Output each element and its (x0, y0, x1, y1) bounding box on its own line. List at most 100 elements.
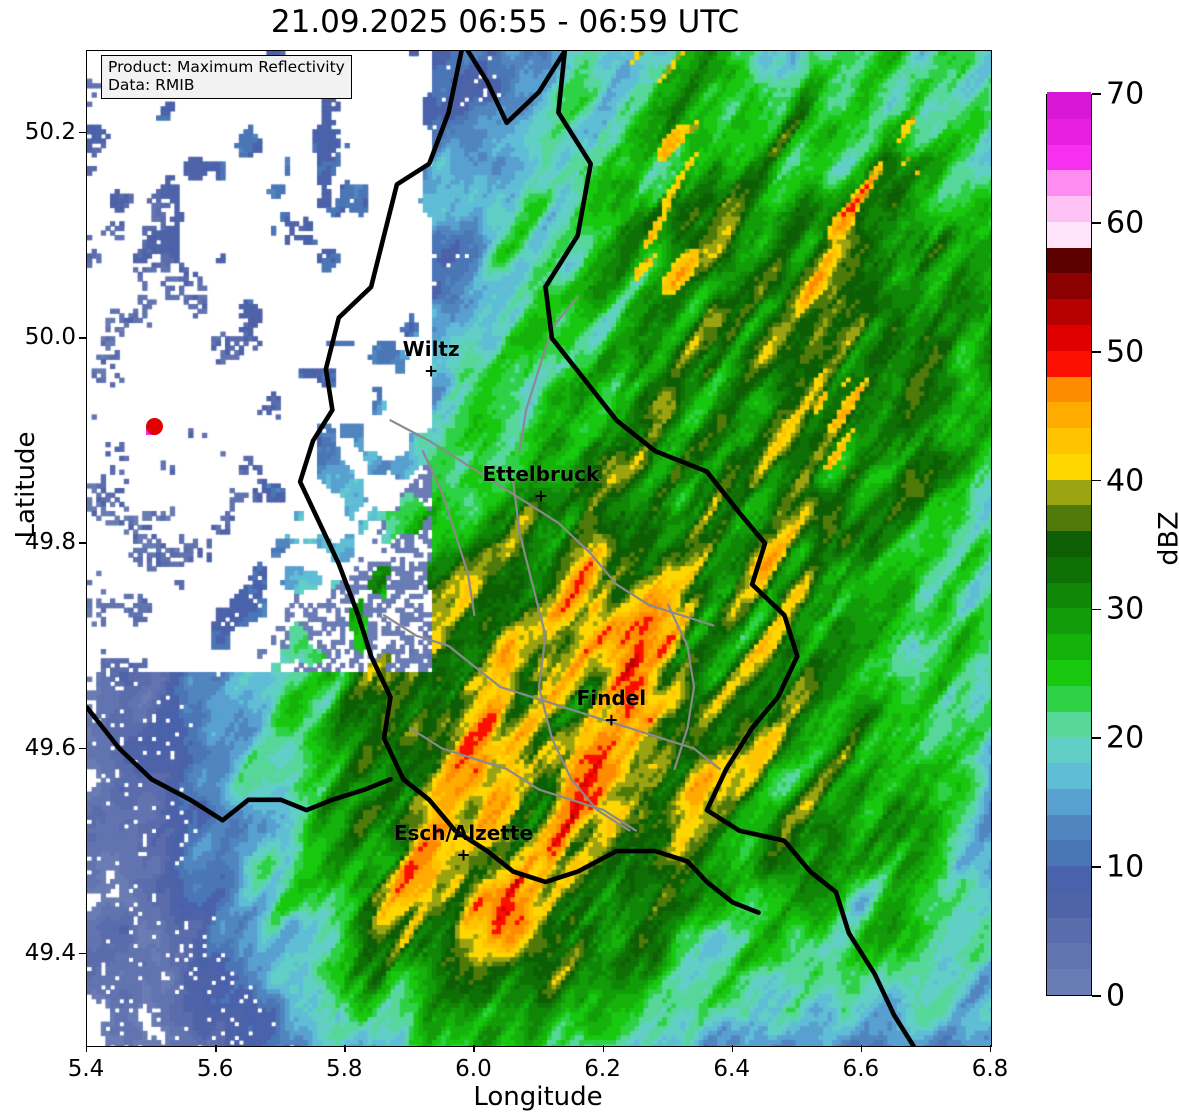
x-axis-tick-label: 5.4 (67, 1056, 105, 1082)
x-axis-tick (602, 1045, 604, 1052)
colorbar-segment (1047, 478, 1091, 506)
country-border-line (465, 51, 568, 126)
x-axis-tick-label: 5.6 (196, 1056, 234, 1082)
y-axis-tick (79, 747, 86, 749)
colorbar-tick (1092, 995, 1101, 997)
y-axis-tick-label: 50.0 (24, 324, 76, 351)
x-axis-tick (473, 1045, 475, 1052)
map-overlay-borders (87, 51, 916, 1046)
x-axis-tick (731, 1045, 734, 1052)
y-axis-tick (79, 542, 86, 544)
colorbar-segment (1047, 118, 1091, 145)
colorbar-tick-label: 10 (1106, 849, 1145, 885)
colorbar-tick (1092, 479, 1101, 482)
colorbar-segment (1047, 401, 1091, 429)
colorbar-segment (1047, 427, 1091, 454)
river-road-line (518, 296, 579, 453)
colorbar-segment (1047, 788, 1091, 815)
colorbar-segment (1047, 556, 1091, 583)
colorbar-segment (1047, 891, 1091, 918)
x-axis-tick (344, 1045, 346, 1052)
y-axis-tick (79, 337, 86, 339)
river-road-line (382, 614, 721, 771)
colorbar-gradient (1046, 92, 1092, 996)
colorbar[interactable]: 0 10 20 30 40 50 60 70 (1046, 77, 1144, 1014)
colorbar-segment (1047, 453, 1091, 480)
river-road-line (389, 419, 715, 627)
x-axis-tick-label: 6.8 (971, 1056, 1009, 1082)
x-axis-tick-label: 6.4 (713, 1056, 750, 1082)
river-road-line (421, 450, 476, 617)
colorbar-segment (1047, 736, 1091, 764)
colorbar-segment (1047, 968, 1091, 995)
river-road-line (512, 480, 631, 832)
x-axis-tick (86, 1045, 88, 1052)
x-axis-tick (860, 1045, 863, 1052)
x-axis-tick (990, 1045, 992, 1052)
y-axis-tick-label: 49.4 (24, 939, 76, 966)
colorbar-tick (1092, 608, 1101, 611)
colorbar-segment (1047, 710, 1091, 738)
colorbar-segment (1047, 247, 1091, 274)
river-road-line (666, 603, 696, 771)
colorbar-tick-label: 60 (1106, 205, 1145, 241)
y-axis-tick-label: 49.8 (24, 529, 76, 556)
colorbar-segment (1047, 814, 1091, 841)
product-info-box: Product: Maximum Reflectivity Data: RMIB (101, 55, 352, 100)
colorbar-tick (1092, 93, 1101, 95)
colorbar-tick-label: 40 (1106, 463, 1145, 499)
y-axis-tick (79, 952, 86, 955)
x-axis-tick-label: 5.8 (325, 1056, 363, 1082)
colorbar-title: dBZ (1153, 511, 1179, 566)
colorbar-segment (1047, 530, 1091, 557)
colorbar-tick (1092, 866, 1101, 868)
colorbar-tick (1092, 222, 1101, 224)
figure-title: 21.09.2025 06:55 - 06:59 UTC (270, 4, 740, 40)
colorbar-segment (1047, 92, 1091, 119)
product-label: Product: Maximum Reflectivity (108, 58, 345, 76)
colorbar-tick (1092, 350, 1101, 353)
colorbar-segment (1047, 917, 1091, 944)
colorbar-segment (1047, 504, 1091, 532)
x-axis-tick (215, 1045, 217, 1052)
data-source-label: Data: RMIB (108, 75, 195, 94)
y-axis-tick (79, 132, 86, 134)
colorbar-tick-label: 20 (1106, 720, 1145, 756)
colorbar-tick-label: 0 (1106, 978, 1126, 1014)
colorbar-segment (1047, 350, 1091, 377)
colorbar-segment (1047, 324, 1091, 351)
colorbar-segment (1047, 659, 1091, 686)
radar-plot-area[interactable]: Product: Maximum Reflectivity Data: RMIB… (86, 50, 992, 1047)
colorbar-segment (1047, 298, 1091, 325)
colorbar-segment (1047, 272, 1091, 300)
colorbar-tick-label: 70 (1106, 76, 1145, 112)
country-border-line (543, 51, 916, 1046)
colorbar-segment (1047, 582, 1091, 609)
river-road-line (408, 726, 638, 832)
colorbar-segment (1047, 169, 1091, 197)
x-axis-tick-label: 6.6 (842, 1056, 880, 1082)
x-axis-tick-label: 6.0 (455, 1056, 492, 1082)
y-axis-tick-label: 50.2 (24, 119, 76, 146)
colorbar-segment (1047, 633, 1091, 660)
colorbar-segment (1047, 762, 1091, 789)
colorbar-segment (1047, 375, 1091, 403)
country-border-line (297, 51, 761, 915)
y-axis-tick-label: 49.6 (24, 734, 76, 761)
colorbar-segment (1047, 865, 1091, 892)
radar-site-marker (146, 417, 164, 435)
colorbar-segment (1047, 839, 1091, 867)
colorbar-tick-label: 30 (1106, 591, 1145, 627)
colorbar-tick (1092, 737, 1101, 740)
x-axis-tick-label: 6.2 (584, 1056, 621, 1082)
colorbar-segment (1047, 607, 1091, 635)
country-border-line (87, 705, 393, 823)
colorbar-segment (1047, 195, 1091, 222)
colorbar-segment (1047, 942, 1091, 970)
colorbar-segment (1047, 221, 1091, 248)
colorbar-segment (1047, 143, 1091, 171)
colorbar-tick-label: 50 (1106, 334, 1145, 370)
x-axis-title: Longitude (473, 1082, 603, 1112)
colorbar-segment (1047, 685, 1091, 712)
